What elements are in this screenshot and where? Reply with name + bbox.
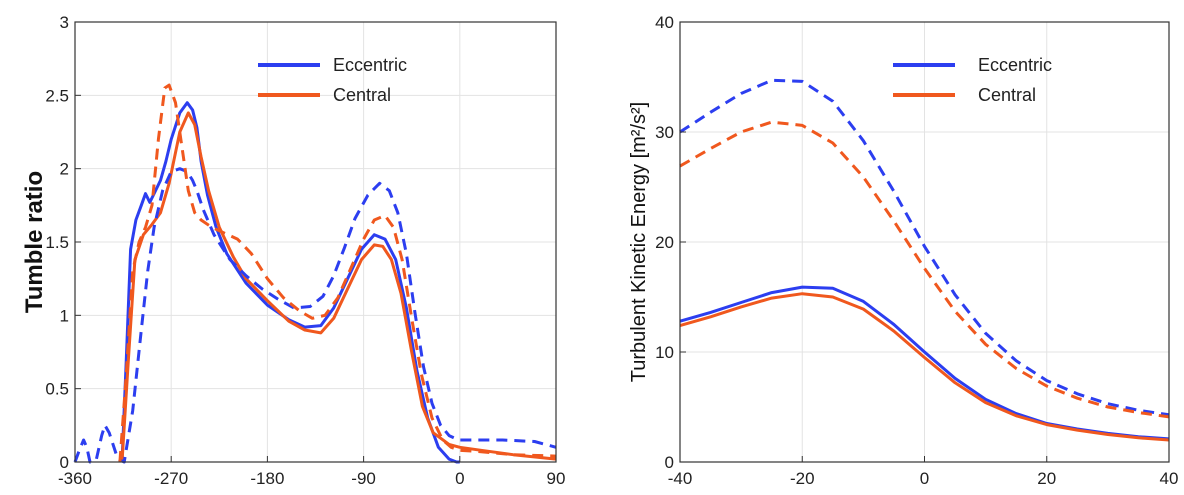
y-axis-label: Turbulent Kinetic Energy [m²/s²] (628, 102, 650, 382)
x-tick-label: 20 (1037, 469, 1056, 488)
series-line-eccentric-dashed (679, 78, 1170, 417)
x-tick-label: -40 (668, 469, 693, 488)
y-tick-label: 2.5 (45, 86, 69, 105)
y-tick-label: 0 (60, 453, 69, 472)
y-tick-label: 40 (655, 13, 674, 32)
series-line-central-dashed (118, 83, 557, 463)
tumble-ratio-chart: -360 -270 -180 -90 0 90 0 0.5 1 1.5 2 2.5 3 Tumble ra… (21, 13, 565, 488)
legend-label-central: Central (333, 85, 391, 105)
y-tick-label: 3 (60, 13, 69, 32)
series-line-central-solid (679, 292, 1170, 442)
x-tick-label: 0 (455, 469, 464, 488)
x-tick-label: -20 (790, 469, 815, 488)
y-tick-label: 1.5 (45, 233, 69, 252)
x-tick-label: 0 (920, 469, 929, 488)
y-tick-label: 20 (655, 233, 674, 252)
y-axis-label: Tumble ratio (21, 171, 48, 313)
series-line-central-dashed (679, 120, 1170, 419)
series-line-eccentric-solid (120, 101, 460, 464)
tke-chart: -40 -20 0 20 40 0 10 20 30 40 Turbulent Kinetic En… (628, 13, 1178, 488)
legend-label-eccentric: Eccentric (978, 55, 1052, 75)
x-tick-label: 40 (1160, 469, 1179, 488)
series-line-central-solid (120, 111, 557, 463)
x-tick-label: -90 (351, 469, 376, 488)
x-tick-label: 90 (547, 469, 566, 488)
y-tick-label: 0 (665, 453, 674, 472)
y-tick-label: 1 (60, 306, 69, 325)
x-tick-label: -270 (154, 469, 188, 488)
y-tick-label: 10 (655, 343, 674, 362)
x-tick-label: -180 (250, 469, 284, 488)
series-line-eccentric-dashed (73, 167, 557, 464)
legend-label-eccentric: Eccentric (333, 55, 407, 75)
y-tick-label: 30 (655, 123, 674, 142)
legend-label-central: Central (978, 85, 1036, 105)
y-tick-label: 0.5 (45, 380, 69, 399)
y-tick-label: 2 (60, 160, 69, 179)
x-tick-label: -360 (58, 469, 92, 488)
